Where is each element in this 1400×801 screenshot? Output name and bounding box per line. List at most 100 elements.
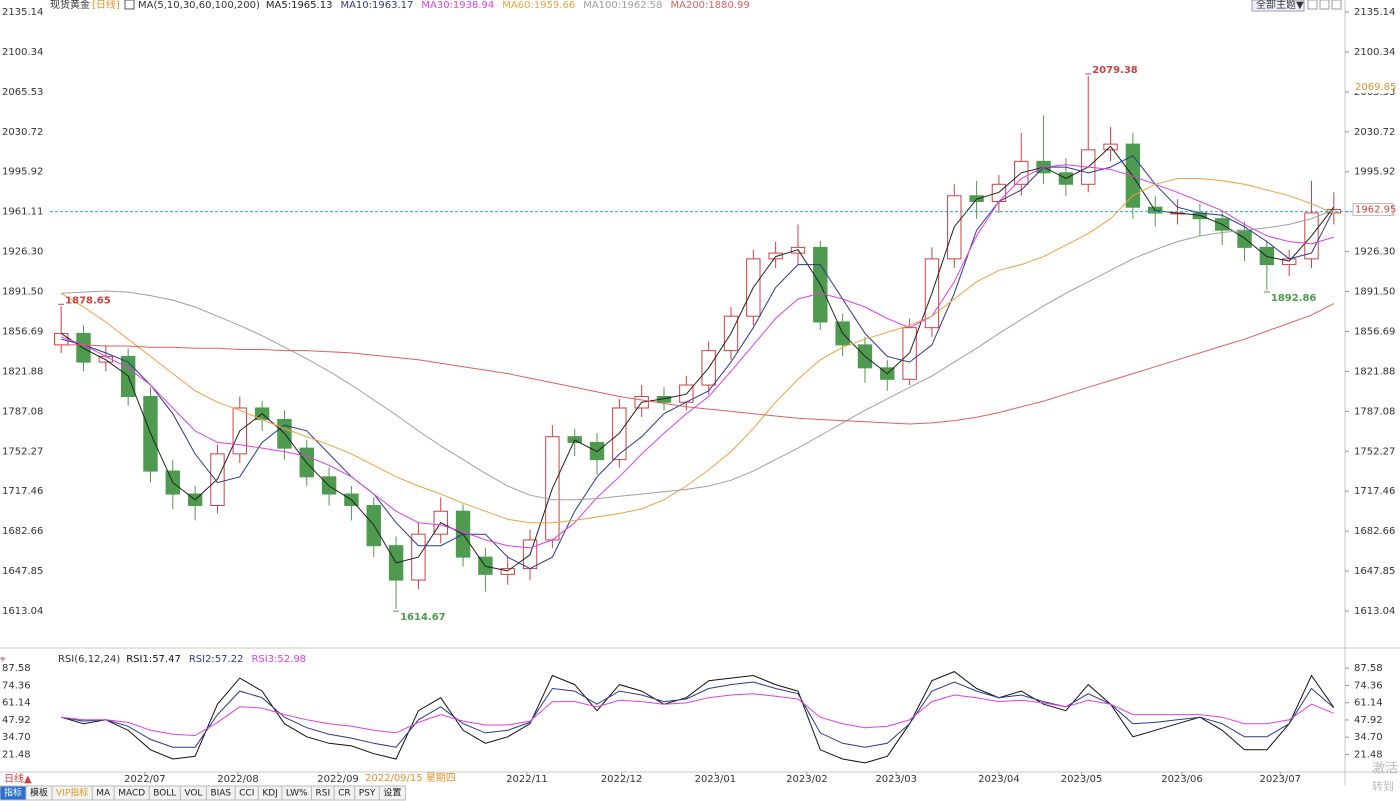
x-tick-label: 2022/12 [601, 774, 643, 785]
tab-label[interactable]: VIP指标 [56, 787, 88, 799]
legend-entry: MA100:1962.58 [583, 0, 662, 11]
rsi-line [61, 693, 1334, 737]
y-tick-label: 74.36 [2, 680, 31, 691]
y-tick-label: 2135.14 [2, 7, 43, 18]
x-tick-label: 2022/07 [124, 774, 166, 785]
toolbar-icon[interactable] [1319, 0, 1330, 10]
x-tick-label: 2022/09 [317, 774, 359, 785]
legend-entry: MA30:1938.94 [421, 0, 494, 11]
legend-entry: MA60:1959.66 [502, 0, 575, 11]
high-label: 2079.38 [1092, 65, 1138, 76]
high-label: 1878.65 [65, 295, 111, 306]
tab-label[interactable]: 指标 [4, 787, 22, 799]
tab-label[interactable]: BIAS [210, 789, 231, 799]
tab-label[interactable]: MA [96, 789, 111, 799]
y-tick-label-right: 1682.66 [1354, 526, 1395, 537]
y-tick-label-right: 21.48 [1354, 749, 1383, 760]
y-tick-label: 87.58 [2, 663, 31, 674]
cursor-date: 2022/09/15 星期四 [365, 772, 456, 784]
low-label: 1892.86 [1271, 293, 1317, 304]
x-tick-label: 2023/04 [978, 774, 1020, 785]
x-tick-label: 2022/08 [217, 774, 259, 785]
candle-body [969, 195, 984, 202]
y-tick-label-right: 2030.72 [1354, 127, 1395, 138]
rsi-line [61, 681, 1335, 748]
y-tick-label: 47.92 [2, 715, 31, 726]
ma-line [61, 209, 1334, 501]
instrument-title: 现货黄金 [50, 0, 90, 11]
y-tick-label: 2030.72 [2, 127, 43, 138]
price-marker-box [1352, 203, 1394, 217]
indicator-icon[interactable]: ⌖ [0, 654, 6, 665]
tab-label[interactable]: CR [338, 789, 351, 799]
x-tick-label: 2023/07 [1259, 774, 1301, 785]
y-tick-label: 1995.92 [2, 167, 43, 178]
price-marker-box [1353, 80, 1393, 93]
y-tick-label-right: 1856.69 [1354, 326, 1395, 337]
theme-button[interactable] [1251, 0, 1305, 12]
ma-line [61, 303, 1335, 425]
y-tick-label-right: 1995.92 [1354, 167, 1395, 178]
y-tick-label: 1856.69 [2, 326, 43, 337]
legend-entry: RSI1:57.47 [126, 654, 181, 665]
y-tick-label: 34.70 [2, 732, 31, 743]
y-tick-label: 61.14 [2, 698, 31, 709]
period-selector[interactable]: 日线▲ [4, 772, 32, 785]
legend-entry: MA5:1965.13 [266, 0, 333, 11]
y-tick-label-right: 2100.34 [1354, 47, 1395, 58]
candle-body [53, 332, 69, 346]
x-tick-label: 2022/11 [506, 774, 548, 785]
y-tick-label: 1821.88 [2, 366, 43, 377]
tab-label[interactable]: 模板 [30, 787, 48, 799]
y-tick-label: 1891.50 [2, 287, 43, 298]
candle-body [500, 568, 515, 575]
y-tick-label: 21.48 [2, 749, 31, 760]
y-tick-label: 1682.66 [2, 526, 43, 537]
y-tick-label-right: 1752.27 [1354, 446, 1395, 457]
toolbar-icon[interactable] [1331, 0, 1342, 10]
y-tick-label-right: 74.36 [1354, 680, 1383, 691]
x-tick-label: 2023/05 [1061, 774, 1103, 785]
x-tick-label: 2023/02 [786, 774, 828, 785]
y-tick-label-right: 1613.04 [1354, 606, 1395, 617]
tab-label[interactable]: KDJ [262, 789, 278, 799]
toolbar-icon[interactable] [1307, 0, 1318, 10]
y-tick-label-right: 2135.14 [1354, 7, 1395, 18]
y-tick-label-right: 1821.88 [1354, 366, 1395, 377]
y-tick-label-right: 87.58 [1354, 663, 1383, 674]
candle-body [567, 436, 582, 443]
y-tick-label-right: 61.14 [1354, 698, 1383, 709]
watermark: 转到 [1372, 779, 1394, 793]
x-tick-label: 2023/03 [875, 774, 917, 785]
tab-label[interactable]: LW% [286, 789, 308, 799]
y-tick-label: 2065.53 [2, 87, 43, 98]
tab[interactable] [378, 785, 406, 801]
tab-label[interactable]: BOLL [153, 789, 176, 799]
y-tick-label: 1717.46 [2, 486, 43, 497]
tab-label[interactable]: CCI [239, 789, 254, 799]
y-tick-label: 1787.08 [2, 406, 43, 417]
legend-entry: RSI3:52.98 [251, 654, 306, 665]
ma-line [60, 178, 1334, 524]
y-tick-label: 1926.30 [2, 247, 43, 258]
y-tick-label: 1613.04 [2, 606, 43, 617]
x-tick-label: 2023/06 [1161, 774, 1203, 785]
tab-label[interactable]: 设置 [383, 788, 401, 799]
ma-group-label: MA(5,10,30,60,100,200) [138, 0, 260, 11]
y-tick-label-right: 1647.85 [1354, 566, 1395, 577]
y-tick-label: 2100.34 [2, 47, 43, 58]
y-tick-label-right: 1926.30 [1354, 247, 1395, 258]
rsi-title: RSI(6,12,24) [58, 654, 120, 665]
ma-line [61, 154, 1335, 570]
legend-entry: MA10:1963.17 [340, 0, 413, 11]
y-tick-label-right: 47.92 [1354, 715, 1383, 726]
theme-button-label[interactable]: 全部主题▼ [1256, 0, 1304, 11]
tab-label[interactable]: RSI [316, 789, 331, 799]
tab-bar: 指标 模板 VIP指标 MA MACD BOLL VOL BIAS CCI KDJ LW% RSI CR… [0, 785, 406, 801]
tab-label[interactable]: PSY [359, 789, 376, 799]
legend-entry: RSI2:57.22 [189, 654, 244, 665]
tab-label[interactable]: VOL [184, 789, 202, 799]
tab-label[interactable]: MACD [118, 789, 145, 799]
ma-checkbox[interactable] [124, 0, 135, 10]
